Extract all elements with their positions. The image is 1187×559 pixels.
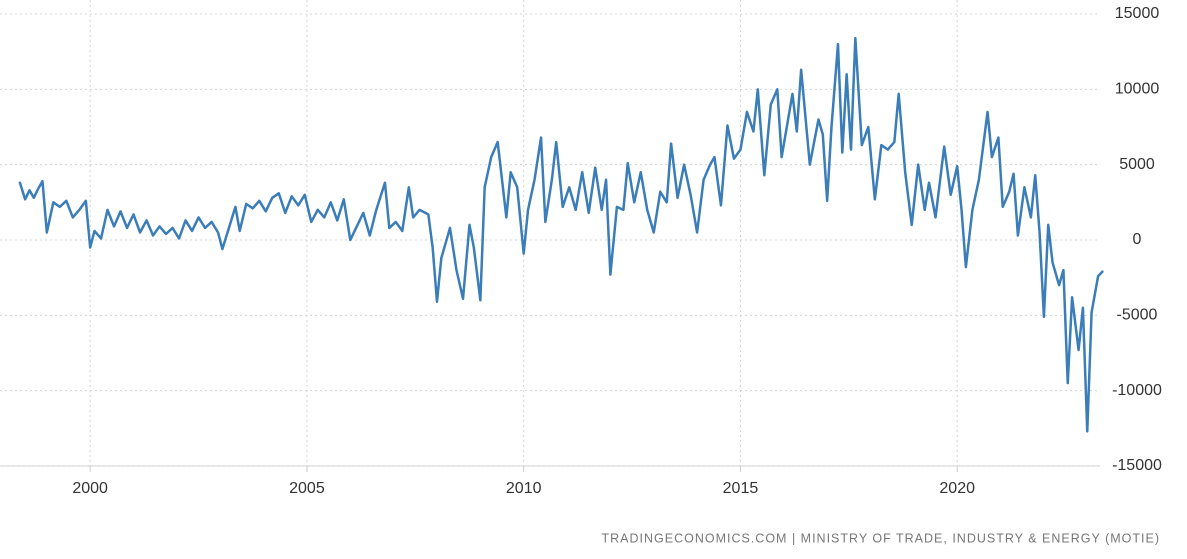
y-tick-label: 15000 [1115, 5, 1160, 22]
y-tick-label: -5000 [1117, 307, 1158, 324]
x-tick-label: 2010 [506, 480, 542, 497]
y-tick-label: -10000 [1112, 382, 1162, 399]
y-tick-label: -15000 [1112, 457, 1162, 474]
y-tick-label: 10000 [1115, 81, 1160, 98]
data-line [18, 36, 1104, 433]
x-tick-label: 2000 [72, 480, 108, 497]
y-tick-label: 5000 [1119, 156, 1155, 173]
y-tick-label: 0 [1133, 231, 1142, 248]
source: TRADINGECONOMICS.COM | MINISTRY OF TRADE… [602, 531, 1161, 545]
x-tick-label: 2015 [723, 480, 759, 497]
x-tick-label: 2005 [289, 480, 325, 497]
x-tick-label: 2020 [939, 480, 975, 497]
